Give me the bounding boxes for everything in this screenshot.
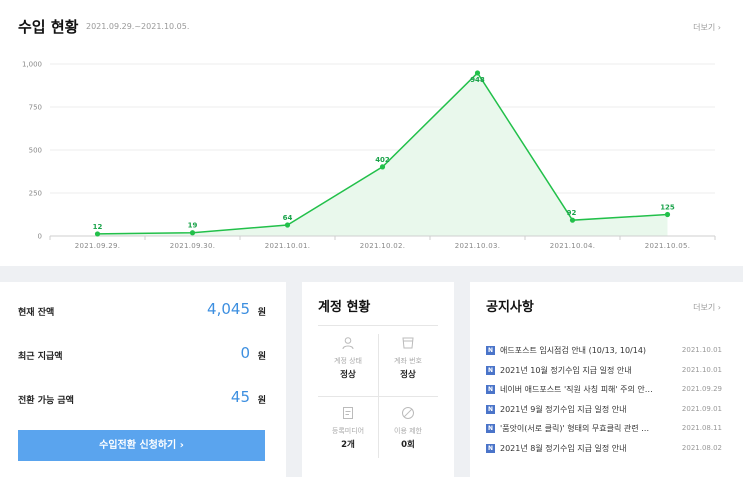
notice-item[interactable]: N 2021년 8월 정기수입 지급 일정 안내 2021.08.02 [486,442,722,462]
notice-date: 2021.10.01 [681,365,722,374]
usage-restriction-value: 0회 [401,440,415,450]
account-number-cell: 계좌 번호 정상 [378,326,438,396]
document-icon [343,407,353,419]
data-label: 402 [375,156,390,164]
revenue-chart: 0 250 500 750 1,000 2021.09.29. 2021.09.30. 20… [22,61,716,250]
x-tick-label: 2021.10.05. [645,242,691,250]
usage-restriction-cell: 이용 제한 0회 [378,396,438,466]
x-tick-label: 2021.10.04. [550,242,596,250]
current-balance-row: 현재 잔액 4,045 원 [18,300,266,320]
new-badge: N [486,365,495,375]
notice-text[interactable]: 2021년 8월 정기수입 지급 일정 안내 [500,443,627,453]
notice-item[interactable]: N 2021년 9월 정기수입 지급 일정 안내 2021.09.01 [486,403,722,423]
notice-date: 2021.10.01 [681,346,722,354]
y-tick-label: 250 [29,190,42,198]
x-tick-label: 2021.09.29. [75,242,121,250]
x-tick-label: 2021.09.30. [170,242,216,250]
recent-payment-value: 0 [240,344,250,362]
x-tick-label: 2021.10.01. [265,242,311,250]
convertible-amount-value: 45 [230,388,250,406]
notice-more-link[interactable]: 더보기 › [693,303,721,312]
recent-payment-unit: 원 [257,352,266,362]
recent-payment-label: 최근 지급액 [18,352,63,362]
usage-restriction-label: 이용 제한 [394,427,422,435]
data-point [94,231,101,237]
account-state-value: 정상 [340,370,356,380]
series-area [97,72,668,236]
notice-item[interactable]: N 애드포스트 임시점검 안내 (10/13, 10/14) 2021.10.0… [486,344,722,364]
current-balance-value: 4,045 [207,300,250,318]
notice-date: 2021.08.11 [681,424,722,433]
x-tick-label: 2021.10.02. [360,242,406,250]
account-number-value: 정상 [400,370,416,380]
notice-text[interactable]: 애드포스트 임시점검 안내 (10/13, 10/14) [500,346,647,355]
data-point [474,70,481,76]
convertible-amount-unit: 원 [257,396,266,406]
revenue-card: 수입 현황 2021.09.29.~2021.10.05. 더보기 › 0 250… [0,0,743,266]
grid-divider-horizontal [318,396,438,397]
notice-date: 2021.08.02 [681,443,722,452]
data-label: 12 [93,223,103,231]
registered-media-value: 2개 [341,440,355,450]
notice-text[interactable]: 2021년 10월 정기수입 지급 일정 안내 [500,365,632,375]
account-status-title: 계정 현황 [318,300,371,315]
prohibited-icon [402,407,414,419]
revenue-conversion-button[interactable]: 수입전환 신청하기 › [18,430,265,461]
convertible-amount-label: 전환 가능 금액 [18,396,74,406]
revenue-title: 수입 현황 [18,18,79,36]
notice-item[interactable]: N '품앗이(서로 클릭)' 형태의 무효클릭 관련 … 2021.08.11 [486,422,722,442]
data-point [284,222,291,228]
notice-item[interactable]: N 네이버 애드포스트 '직원 사칭 피해' 주의 안… 2021.09.29 [486,383,722,403]
y-tick-label: 1,000 [22,61,42,69]
balance-card: 현재 잔액 4,045 원 최근 지급액 0 원 전환 가능 금액 45 원 수… [0,282,286,477]
registered-media-cell: 등록미디어 2개 [318,396,378,466]
y-tick-label: 500 [29,147,42,155]
person-icon [342,337,354,350]
account-divider [318,325,438,326]
revenue-more-link[interactable]: 더보기 › [693,23,721,32]
data-label: 64 [283,214,293,222]
notice-list: N 애드포스트 임시점검 안내 (10/13, 10/14) 2021.10.0… [486,344,722,462]
notice-text[interactable]: 네이버 애드포스트 '직원 사칭 피해' 주의 안… [500,385,653,395]
data-point [379,164,386,170]
current-balance-unit: 원 [257,308,266,318]
notice-date: 2021.09.01 [681,404,722,413]
data-label: 92 [567,209,577,217]
current-balance-label: 현재 잔액 [18,308,55,318]
new-badge: N [486,346,495,355]
account-status-card: 계정 현황 계정 상태 정상 계좌 번호 정상 등록미디어 2개 이용 제한 0… [302,282,454,477]
notice-date: 2021.09.29 [681,385,722,394]
data-label: 948 [470,76,485,84]
registered-media-label: 등록미디어 [331,427,365,435]
data-point [189,230,196,236]
data-label: 19 [188,222,198,230]
new-badge: N [486,404,495,414]
x-tick-label: 2021.10.03. [455,242,501,250]
account-state-cell: 계정 상태 정상 [318,326,378,396]
data-point [569,217,576,223]
account-number-label: 계좌 번호 [394,357,422,365]
notice-title: 공지사항 [486,300,534,315]
notice-item[interactable]: N 2021년 10월 정기수입 지급 일정 안내 2021.10.01 [486,364,722,384]
account-state-label: 계정 상태 [334,357,362,365]
data-label: 125 [660,204,675,212]
recent-payment-row: 최근 지급액 0 원 [18,344,266,364]
revenue-period: 2021.09.29.~2021.10.05. [86,22,190,31]
new-badge: N [486,424,495,434]
new-badge: N [486,385,495,395]
notice-card: 공지사항 더보기 › N 애드포스트 임시점검 안내 (10/13, 10/14… [470,282,743,477]
convertible-amount-row: 전환 가능 금액 45 원 [18,388,266,408]
y-tick-label: 750 [29,104,42,112]
notice-text[interactable]: 2021년 9월 정기수입 지급 일정 안내 [500,404,627,414]
notice-text[interactable]: '품앗이(서로 클릭)' 형태의 무효클릭 관련 … [500,424,650,434]
y-tick-label: 0 [38,233,42,241]
data-point [664,211,671,218]
new-badge: N [486,443,495,453]
account-status-grid: 계정 상태 정상 계좌 번호 정상 등록미디어 2개 이용 제한 0회 [318,326,438,466]
bank-card-icon [402,337,414,349]
